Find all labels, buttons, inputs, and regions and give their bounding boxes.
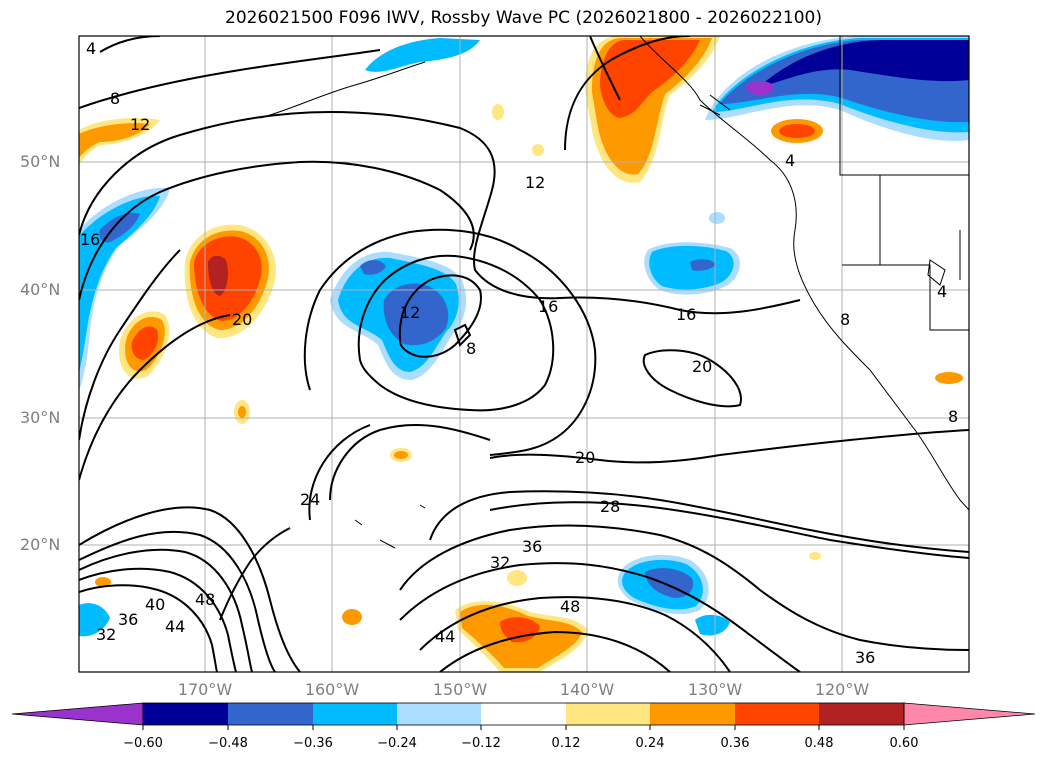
- colorbar-tick-label: 0.60: [889, 736, 919, 751]
- contour-label: 40: [145, 595, 165, 614]
- colorbar-tick-label: −0.48: [208, 736, 248, 751]
- colorbar-segment: [397, 703, 481, 725]
- colorbar-segment: [566, 703, 650, 725]
- contour-label: 36: [855, 648, 875, 667]
- colorbar-tick-label: 0.24: [635, 736, 665, 751]
- contour-label: 4: [785, 151, 795, 170]
- colorbar-extend-high: [903, 702, 1036, 726]
- contour-label: 12: [525, 173, 545, 192]
- lon-label-170w: 170°W: [177, 680, 233, 699]
- contour-label: 8: [840, 310, 850, 329]
- contour-label: 12: [130, 115, 150, 134]
- colorbar-tick-label: 0.48: [804, 736, 834, 751]
- colorbar-tick-label: −0.36: [293, 736, 333, 751]
- colorbar-segment: [735, 703, 819, 725]
- shade-pos-left-mid: [194, 236, 262, 321]
- shade-neg-strong: [760, 40, 969, 86]
- colorbar-segment: [481, 703, 566, 725]
- contour-label-layer: 8 12 16 12 8 16 20 20 28 24 32 36 48 44 …: [80, 39, 958, 667]
- shade-neg-violet: [746, 81, 774, 95]
- lon-label-130w: 130°W: [687, 680, 743, 699]
- contour-label: 24: [300, 490, 320, 509]
- colorbar: [11, 702, 1036, 730]
- colorbar-segment: [650, 703, 735, 725]
- colorbar-segment: [143, 703, 228, 725]
- lat-label-20n: 20°N: [20, 535, 61, 554]
- lon-label-120w: 120°W: [814, 680, 870, 699]
- contour-label: 16: [676, 305, 696, 324]
- colorbar-tick-label: −0.60: [123, 736, 163, 751]
- contour-label: 20: [692, 357, 712, 376]
- contour-label: 8: [466, 339, 476, 358]
- contour-label: 48: [560, 597, 580, 616]
- gridlines: [79, 36, 969, 672]
- contour-label: 8: [948, 407, 958, 426]
- colorbar-tick-label: −0.12: [461, 736, 501, 751]
- lat-label-50n: 50°N: [20, 152, 61, 171]
- contour-label: 20: [232, 310, 252, 329]
- colorbar-tick-label: −0.24: [377, 736, 417, 751]
- colorbar-segment: [313, 703, 397, 725]
- shade-neg-top: [365, 38, 480, 72]
- map-frame: [78, 35, 970, 673]
- contour-label: 4: [86, 39, 96, 58]
- colorbar-tick-label: 0.12: [551, 736, 581, 751]
- contour-label: 44: [435, 627, 455, 646]
- contour-label: 28: [600, 497, 620, 516]
- contour-label: 16: [538, 297, 558, 316]
- contour-label: 16: [80, 230, 100, 249]
- lon-label-150w: 150°W: [432, 680, 488, 699]
- contour-label: 44: [165, 617, 185, 636]
- lon-label-140w: 140°W: [559, 680, 615, 699]
- colorbar-extend-low: [11, 702, 144, 726]
- colorbar-segment: [228, 703, 313, 725]
- contour-label: 32: [96, 625, 116, 644]
- iwv-contours: [79, 36, 969, 672]
- map-plot-area: 8 12 16 12 8 16 20 20 28 24 32 36 48 44 …: [79, 36, 969, 672]
- lon-label-160w: 160°W: [304, 680, 360, 699]
- map-title: 2026021500 F096 IWV, Rossby Wave PC (202…: [225, 8, 822, 28]
- contour-label: 36: [118, 610, 138, 629]
- contour-label: 36: [522, 537, 542, 556]
- contour-label: 12: [400, 303, 420, 322]
- coastlines: [204, 36, 969, 549]
- colorbar-tick-label: 0.36: [720, 736, 750, 751]
- contour-label: 4: [937, 282, 947, 301]
- contour-label: 32: [490, 553, 510, 572]
- contour-label: 8: [110, 89, 120, 108]
- shade-pos-left-strong: [208, 255, 228, 296]
- contour-label: 20: [575, 448, 595, 467]
- colorbar-segment: [819, 703, 904, 725]
- lat-label-40n: 40°N: [20, 280, 61, 299]
- shaded-field-layer: [79, 36, 969, 672]
- shade-neg-bottomleft: [79, 603, 110, 637]
- contour-label: 48: [195, 590, 215, 609]
- shade-pos-mid: [600, 40, 700, 118]
- lat-label-30n: 30°N: [20, 408, 61, 427]
